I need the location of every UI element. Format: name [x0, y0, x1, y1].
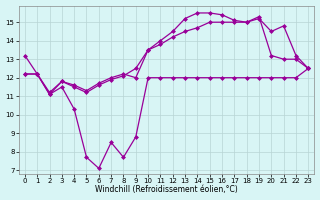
X-axis label: Windchill (Refroidissement éolien,°C): Windchill (Refroidissement éolien,°C) [95, 185, 238, 194]
